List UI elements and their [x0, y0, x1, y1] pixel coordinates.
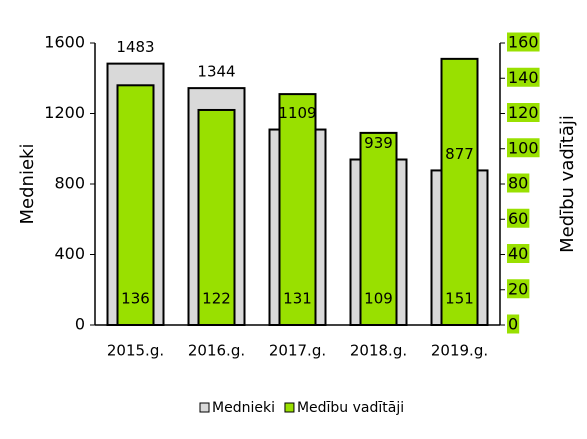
- legend-label: Medību vadītāji: [297, 400, 404, 416]
- y2-axis-title: Medību vadītāji: [557, 115, 578, 253]
- x-tick-label: 2018.g.: [350, 342, 407, 360]
- y2-tick-label: 160: [508, 33, 539, 52]
- y-tick-label: 1200: [44, 103, 85, 122]
- y2-tick-label: 100: [508, 138, 539, 157]
- legend-label: Mednieki: [212, 400, 275, 416]
- y2-tick-label: 20: [508, 279, 528, 298]
- y-tick-label: 1600: [44, 33, 85, 52]
- y2-tick-label-bg: [507, 32, 540, 52]
- y2-tick-label-bg: [507, 103, 540, 122]
- y2-tick-label: 40: [508, 244, 528, 263]
- x-tick-label: 2019.g.: [431, 342, 488, 360]
- y2-tick-label-bg: [507, 208, 530, 228]
- value-label: 122: [202, 290, 231, 308]
- bar: [278, 93, 317, 326]
- value-label: 109: [364, 290, 393, 308]
- y2-tick-label-bg: [507, 314, 520, 334]
- y2-tick-label: 0: [508, 315, 518, 334]
- x-tick-label: 2016.g.: [188, 342, 245, 360]
- y-tick-label: 400: [54, 244, 85, 263]
- legend-swatch: [284, 402, 295, 413]
- value-label: 131: [283, 290, 312, 308]
- y-tick-label: 0: [75, 315, 85, 334]
- x-tick-label: 2017.g.: [269, 342, 326, 360]
- value-label: 151: [445, 290, 474, 308]
- y2-tick-label-bg: [507, 173, 530, 193]
- y2-tick-label: 120: [508, 103, 539, 122]
- value-label: 136: [121, 290, 150, 308]
- x-tick-label: 2015.g.: [107, 342, 164, 360]
- legend-swatch: [199, 402, 210, 413]
- y2-tick-label-bg: [507, 67, 540, 87]
- y2-tick-label-bg: [507, 279, 530, 299]
- value-label: 939: [364, 134, 393, 152]
- y2-tick-label: 140: [508, 68, 539, 87]
- y-axis-title: Mednieki: [17, 144, 38, 225]
- value-label: 1109: [278, 104, 316, 122]
- y2-tick-label: 60: [508, 209, 528, 228]
- value-label: 1344: [197, 63, 235, 81]
- value-label: 1483: [116, 38, 154, 56]
- bar: [440, 57, 479, 327]
- y2-tick-label-bg: [507, 244, 530, 263]
- y-tick-label: 800: [54, 174, 85, 193]
- bar: [116, 84, 155, 326]
- y2-tick-label-bg: [507, 138, 540, 158]
- y2-tick-label: 80: [508, 174, 528, 193]
- value-label: 877: [445, 145, 474, 163]
